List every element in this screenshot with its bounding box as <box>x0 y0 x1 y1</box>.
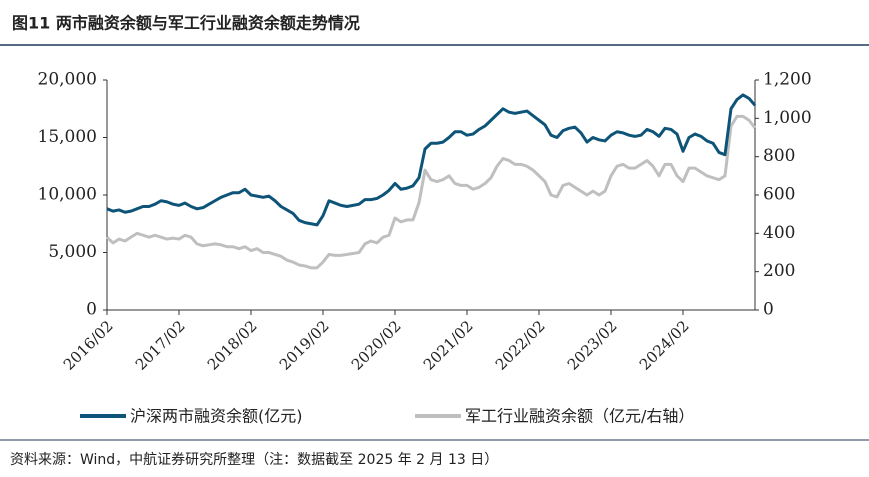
y-tick-label: 10,000 <box>38 185 97 205</box>
x-tick-label: 2021/02 <box>420 317 477 374</box>
x-tick-label: 2023/02 <box>564 317 621 374</box>
series-line <box>106 93 757 227</box>
y2-tick-label: 200 <box>763 261 795 281</box>
y-tick-label: 15,000 <box>38 127 97 147</box>
x-tick-label: 2019/02 <box>276 317 333 374</box>
x-tick-label: 2018/02 <box>204 317 261 374</box>
x-tick-label: 2016/02 <box>60 317 117 374</box>
x-tick-label: 2020/02 <box>348 317 405 374</box>
y-tick-label: 5,000 <box>48 242 97 262</box>
legend-label: 沪深两市融资余额(亿元) <box>130 407 303 426</box>
y2-tick-label: 400 <box>763 223 795 243</box>
x-tick-label: 2022/02 <box>492 317 549 374</box>
x-tick-label: 2024/02 <box>636 317 693 374</box>
legend-label: 军工行业融资余额（亿元/右轴） <box>465 407 694 426</box>
y2-tick-label: 1,000 <box>763 108 812 128</box>
y2-tick-label: 800 <box>763 146 795 166</box>
source-note: 资料来源：Wind，中航证券研究所整理（注：数据截至 2025 年 2 月 13… <box>10 452 498 468</box>
x-tick-label: 2017/02 <box>132 317 189 374</box>
y-tick-label: 20,000 <box>38 70 97 90</box>
y2-tick-label: 1,200 <box>763 70 812 90</box>
chart-title: 图11 两市融资余额与军工行业融资余额走势情况 <box>12 14 360 33</box>
y-tick-label: 0 <box>86 300 97 320</box>
y2-tick-label: 0 <box>763 300 774 320</box>
y2-tick-label: 600 <box>763 185 795 205</box>
series-line <box>105 114 757 270</box>
